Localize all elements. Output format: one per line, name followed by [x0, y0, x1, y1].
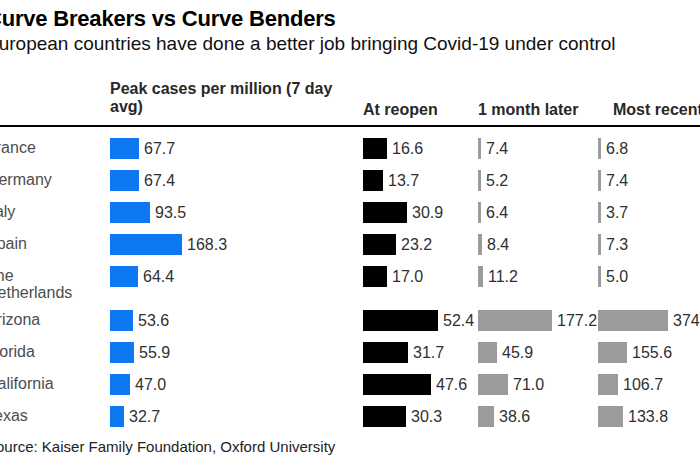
row-label-arizona: Arizona — [0, 312, 86, 329]
bar-peak-california — [110, 374, 130, 395]
value-peak-spain: 168.3 — [187, 234, 227, 255]
source-note: Source: Kaiser Family Foundation, Oxford… — [0, 438, 700, 455]
value-reopen-florida: 31.7 — [413, 342, 444, 363]
value-peak-france: 67.7 — [144, 138, 175, 159]
bar-reopen-florida — [363, 342, 408, 363]
value-reopen-france: 16.6 — [392, 138, 423, 159]
bar-peak-spain — [110, 234, 182, 255]
value-peak-italy: 93.5 — [155, 202, 186, 223]
row-label-italy: Italy — [0, 204, 86, 221]
value-peak-texas: 32.7 — [129, 406, 160, 427]
bar-reopen-italy — [363, 202, 407, 223]
bar-reopen-the-netherlands — [363, 266, 387, 287]
bar-most_recent-the-netherlands — [598, 266, 601, 287]
bar-most_recent-italy — [598, 202, 601, 223]
bar-reopen-california — [363, 374, 431, 395]
value-peak-arizona: 53.6 — [138, 310, 169, 331]
value-month_later-spain: 8.4 — [487, 234, 509, 255]
row-label-germany: Germany — [0, 172, 86, 189]
bar-reopen-france — [363, 138, 387, 159]
value-reopen-arizona: 52.4 — [443, 310, 474, 331]
bar-peak-florida — [110, 342, 134, 363]
column-header-1-month-later: 1 month later — [478, 101, 618, 119]
bar-month_later-france — [478, 138, 481, 159]
value-reopen-germany: 13.7 — [388, 170, 419, 191]
bar-reopen-texas — [363, 406, 406, 427]
value-month_later-germany: 5.2 — [486, 170, 508, 191]
value-month_later-arizona: 177.2 — [557, 310, 597, 331]
bar-peak-arizona — [110, 310, 133, 331]
value-month_later-florida: 45.9 — [502, 342, 533, 363]
bar-month_later-florida — [478, 342, 497, 363]
chart-title: Curve Breakers vs Curve Benders — [0, 6, 700, 32]
value-most_recent-california: 106.7 — [623, 374, 663, 395]
bar-month_later-texas — [478, 406, 494, 427]
value-most_recent-spain: 7.3 — [606, 234, 628, 255]
bar-month_later-arizona — [478, 310, 552, 331]
bar-most_recent-arizona — [598, 310, 668, 331]
bar-peak-the-netherlands — [110, 266, 138, 287]
row-label-california: California — [0, 376, 86, 393]
value-most_recent-texas: 133.8 — [628, 406, 668, 427]
value-month_later-france: 7.4 — [486, 138, 508, 159]
value-month_later-the-netherlands: 11.2 — [488, 266, 518, 287]
bar-month_later-the-netherlands — [478, 266, 483, 287]
bar-most_recent-france — [598, 138, 601, 159]
column-header-at-reopen: At reopen — [363, 101, 483, 119]
row-label-florida: Florida — [0, 344, 86, 361]
bar-month_later-germany — [478, 170, 481, 191]
value-month_later-california: 71.0 — [513, 374, 544, 395]
bar-reopen-germany — [363, 170, 383, 191]
bar-month_later-spain — [478, 234, 482, 255]
column-header-peak-cases: Peak cases per million (7 day avg) — [110, 80, 360, 116]
column-header-most-recent: Most recent — [613, 101, 700, 119]
row-label-texas: Texas — [0, 408, 86, 425]
value-most_recent-the-netherlands: 5.0 — [606, 266, 628, 287]
bar-reopen-arizona — [363, 310, 438, 331]
value-most_recent-florida: 155.6 — [632, 342, 672, 363]
chart: Curve Breakers vs Curve Benders European… — [0, 0, 700, 467]
bar-most_recent-florida — [598, 342, 627, 363]
value-peak-germany: 67.4 — [144, 170, 175, 191]
row-label-spain: Spain — [0, 236, 86, 253]
bar-most_recent-spain — [598, 234, 601, 255]
bar-most_recent-germany — [598, 170, 601, 191]
row-label-the-netherlands: The Netherlands — [0, 268, 86, 301]
bar-most_recent-california — [598, 374, 618, 395]
bar-most_recent-texas — [598, 406, 623, 427]
value-reopen-the-netherlands: 17.0 — [392, 266, 423, 287]
bar-peak-france — [110, 138, 139, 159]
value-peak-the-netherlands: 64.4 — [143, 266, 174, 287]
value-reopen-spain: 23.2 — [401, 234, 432, 255]
bar-peak-germany — [110, 170, 139, 191]
chart-subtitle: European countries have done a better jo… — [0, 33, 700, 55]
value-most_recent-arizona: 374 — [673, 310, 700, 331]
row-label-france: France — [0, 140, 86, 157]
value-month_later-texas: 38.6 — [499, 406, 530, 427]
header-divider — [0, 125, 700, 127]
bar-reopen-spain — [363, 234, 396, 255]
value-reopen-italy: 30.9 — [412, 202, 443, 223]
bar-month_later-italy — [478, 202, 481, 223]
value-reopen-texas: 30.3 — [411, 406, 442, 427]
value-peak-florida: 55.9 — [139, 342, 170, 363]
value-reopen-california: 47.6 — [436, 374, 467, 395]
bar-peak-texas — [110, 406, 124, 427]
value-most_recent-italy: 3.7 — [606, 202, 628, 223]
value-most_recent-france: 6.8 — [606, 138, 628, 159]
value-month_later-italy: 6.4 — [486, 202, 508, 223]
value-peak-california: 47.0 — [135, 374, 166, 395]
value-most_recent-germany: 7.4 — [606, 170, 628, 191]
bar-month_later-california — [478, 374, 508, 395]
bar-peak-italy — [110, 202, 150, 223]
